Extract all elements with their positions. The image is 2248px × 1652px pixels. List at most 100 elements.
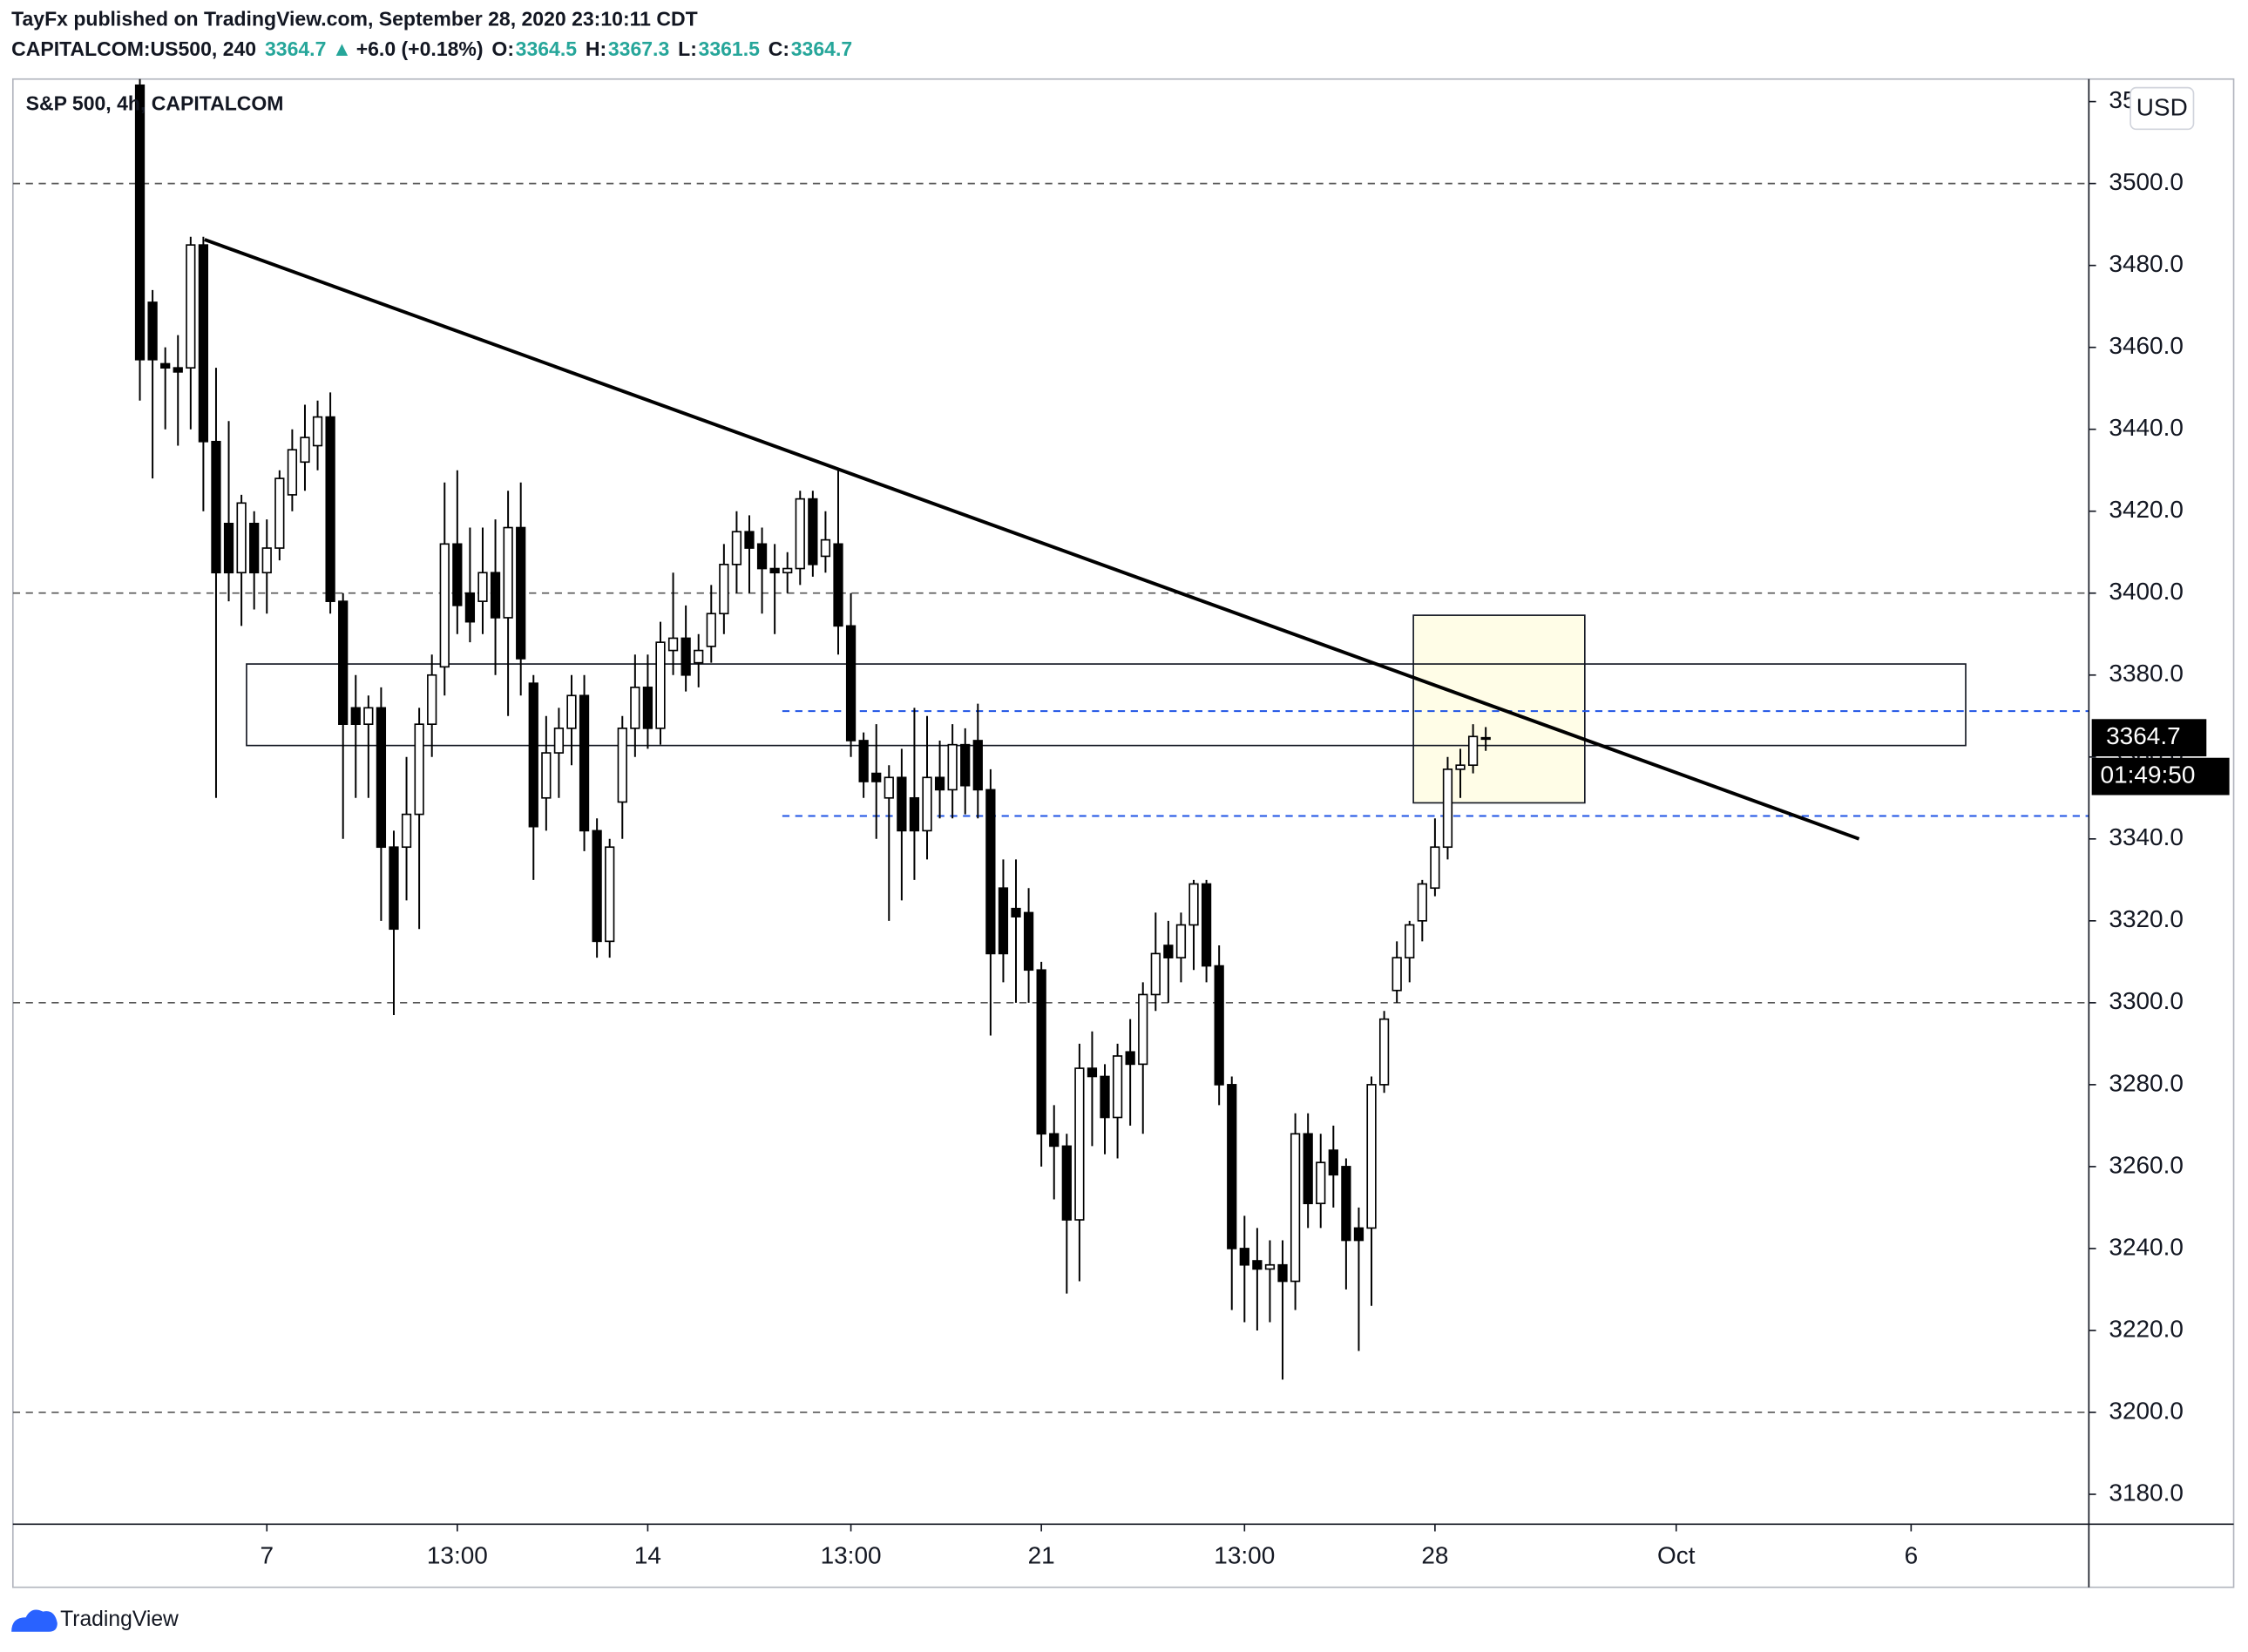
candle-body bbox=[960, 743, 971, 787]
candle-body bbox=[706, 613, 716, 647]
candle-body bbox=[541, 752, 552, 799]
candle-body bbox=[325, 416, 335, 602]
candle-body bbox=[1290, 1133, 1301, 1283]
candle-body bbox=[1391, 957, 1402, 992]
candle-body bbox=[1125, 1051, 1135, 1066]
candle-body bbox=[1455, 764, 1466, 770]
candle-body bbox=[1239, 1248, 1249, 1266]
y-tick-label: 3300.0 bbox=[2109, 987, 2184, 1014]
candle-body bbox=[1100, 1075, 1110, 1119]
candle-body bbox=[795, 498, 805, 570]
candle-body bbox=[1353, 1227, 1364, 1242]
candle-body bbox=[897, 776, 907, 832]
candle-body bbox=[1227, 1084, 1237, 1249]
candle-body bbox=[1378, 1018, 1390, 1086]
candle-body bbox=[186, 244, 196, 369]
candle-body bbox=[211, 440, 221, 574]
candle-body bbox=[1252, 1260, 1263, 1270]
candle-body bbox=[1036, 969, 1046, 1135]
candle-body bbox=[1417, 883, 1427, 922]
currency-button bbox=[2130, 86, 2195, 131]
candle-body bbox=[1201, 883, 1212, 967]
candle-body bbox=[490, 572, 501, 619]
candle-body bbox=[1023, 911, 1034, 972]
candle-body bbox=[516, 526, 526, 660]
candle-body bbox=[719, 564, 729, 615]
ohlc-value: 3367.3 bbox=[608, 37, 669, 60]
x-tick-label: 13:00 bbox=[821, 1542, 882, 1569]
candle-body bbox=[1442, 768, 1453, 849]
candle-body bbox=[1214, 965, 1224, 1086]
change: +6.0 (+0.18%) bbox=[356, 37, 484, 60]
candle-body bbox=[173, 367, 183, 373]
candle-body bbox=[1163, 944, 1174, 958]
candle-body bbox=[363, 707, 374, 725]
candle-body bbox=[1074, 1067, 1085, 1221]
candle-body bbox=[630, 687, 640, 729]
y-tick-label: 3260.0 bbox=[2109, 1151, 2184, 1178]
candle-body bbox=[1430, 846, 1440, 890]
candle-body bbox=[1049, 1133, 1060, 1148]
candle-body bbox=[909, 796, 920, 832]
range-rect bbox=[246, 663, 1967, 747]
candle-body bbox=[1341, 1166, 1351, 1242]
candle-body bbox=[274, 477, 285, 549]
publisher: TayFx published on TradingView.com, Sept… bbox=[11, 7, 697, 30]
x-tick-label: Oct bbox=[1657, 1542, 1696, 1569]
candle-body bbox=[642, 687, 653, 729]
footer: TradingView bbox=[11, 1608, 179, 1632]
candle-body bbox=[1366, 1084, 1377, 1229]
y-tick-label: 3240.0 bbox=[2109, 1233, 2184, 1260]
candle-body bbox=[731, 531, 742, 565]
y-tick-label: 3180.0 bbox=[2109, 1479, 2184, 1506]
last-price-label: 3364.7 bbox=[2106, 722, 2181, 749]
candle-body bbox=[414, 723, 424, 816]
candle-body bbox=[833, 543, 843, 627]
candle-body bbox=[236, 502, 247, 574]
y-tick-label: 3200.0 bbox=[2109, 1397, 2184, 1424]
legend: S&P 500, 4h, CAPITALCOM bbox=[26, 91, 284, 114]
candle-body bbox=[972, 740, 983, 791]
axes: 3180.0 3200.0 3220.0 3240.0 3260.0 3280.0 3300… bbox=[260, 86, 2230, 1569]
trend-line bbox=[204, 238, 1860, 841]
candle-body bbox=[1264, 1263, 1276, 1270]
candle-body bbox=[744, 531, 755, 549]
ohlc-value: 3361.5 bbox=[699, 37, 761, 60]
candle-body bbox=[249, 522, 260, 574]
candle-body bbox=[439, 543, 450, 668]
candle-body bbox=[1303, 1133, 1313, 1205]
candle-body bbox=[134, 84, 146, 361]
logo bbox=[11, 1609, 58, 1632]
y-tick-label: 3420.0 bbox=[2109, 496, 2184, 523]
y-tick-label: 3460.0 bbox=[2109, 332, 2184, 359]
candle-body bbox=[338, 600, 349, 725]
y-tick-label: 3280.0 bbox=[2109, 1069, 2184, 1096]
last: 3364.7 bbox=[265, 37, 326, 60]
candle-body bbox=[782, 567, 793, 574]
candle-body bbox=[1328, 1149, 1338, 1176]
candle-body bbox=[1467, 735, 1479, 767]
candle-body bbox=[312, 416, 323, 447]
x-tick-label: 13:00 bbox=[1214, 1542, 1275, 1569]
candle-body bbox=[985, 789, 996, 955]
candle-body bbox=[592, 829, 602, 943]
y-tick-label: 3220.0 bbox=[2109, 1315, 2184, 1342]
candle-body bbox=[160, 362, 171, 369]
y-tick-label: 3320.0 bbox=[2109, 905, 2184, 932]
candle-body bbox=[427, 674, 437, 725]
candle-body bbox=[756, 543, 768, 570]
candle-body bbox=[858, 740, 869, 782]
candle-body bbox=[667, 637, 679, 652]
candle-body bbox=[680, 637, 691, 676]
ohlc-label: H: bbox=[586, 37, 606, 60]
candle-body bbox=[566, 694, 577, 729]
brand: TradingView bbox=[60, 1608, 179, 1631]
symbol: CAPITALCOM:US500, 240 bbox=[11, 37, 256, 60]
candle-body bbox=[376, 707, 387, 849]
candle-body bbox=[1138, 993, 1148, 1066]
candle-body bbox=[1480, 736, 1491, 741]
candle-body bbox=[605, 846, 615, 943]
candle-body bbox=[694, 649, 704, 664]
arrow: ▲ bbox=[332, 37, 352, 60]
